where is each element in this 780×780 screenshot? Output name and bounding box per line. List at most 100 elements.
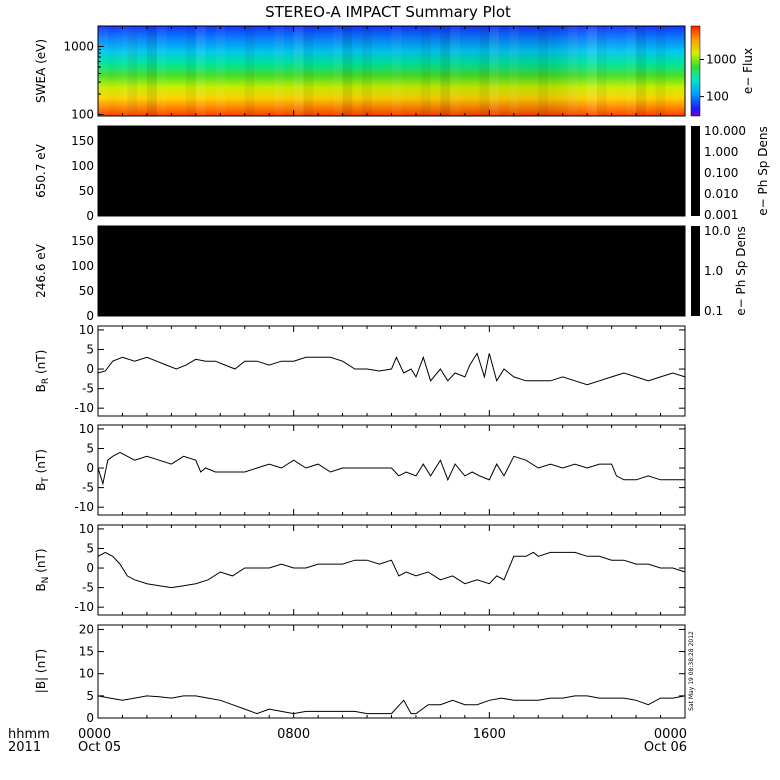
bn-frame xyxy=(97,524,686,616)
pad246-colorbar-label: e− Ph Sp Dens xyxy=(734,226,748,315)
swea-texture-strip xyxy=(626,26,637,116)
bn-panel: -10 -5 0 5 10 BN (nT) xyxy=(34,522,686,616)
y-tick-label: -5 xyxy=(82,481,94,495)
y-tick-label: 50 xyxy=(79,284,94,298)
swea-texture-strip xyxy=(489,26,500,116)
bmag-frame xyxy=(97,624,686,719)
swea-texture-strip xyxy=(420,26,431,116)
y-tick-label: 10 xyxy=(79,323,94,337)
x-tick-time-label: 1600 xyxy=(473,727,506,742)
y-tick-label: 15 xyxy=(79,645,94,659)
bn-ylabel: BN (nT) xyxy=(34,548,51,591)
br-series-line xyxy=(97,352,686,386)
swea-y-ticks: 100 1000 xyxy=(63,26,686,121)
y-tick-label: -5 xyxy=(82,581,94,595)
pad650-y-ticks: 0 50 100 150 xyxy=(71,126,686,223)
y-tick-label: -10 xyxy=(74,500,94,514)
timestamp-stamp: Sat May 19 08:38:28 2012 xyxy=(688,631,695,711)
x-tick-time-label: 0000 xyxy=(78,727,111,742)
y-tick-label: 100 xyxy=(71,159,94,173)
pad246-colorbar xyxy=(691,226,700,316)
pad650-ylabel: 650.7 eV xyxy=(34,143,48,198)
plot-title: STEREO-A IMPACT Summary Plot xyxy=(265,3,511,21)
colorbar-tick-label: 0.001 xyxy=(704,208,738,222)
bmag-ylabel: |B| (nT) xyxy=(34,649,48,693)
swea-texture-strip xyxy=(215,26,226,116)
swea-texture-strip xyxy=(567,26,578,116)
swea-texture-strip xyxy=(303,26,314,116)
y-tick-label: -10 xyxy=(74,401,94,415)
y-tick-label: 10 xyxy=(79,667,94,681)
swea-texture-strip xyxy=(479,26,490,116)
y-tick-label: -10 xyxy=(74,600,94,614)
swea-texture-strip xyxy=(655,26,666,116)
y-tick-label: 10 xyxy=(79,422,94,436)
swea-texture-strip xyxy=(538,26,549,116)
bn-series-line xyxy=(97,551,686,589)
y-tick-label: 50 xyxy=(79,184,94,198)
y-tick-label: 150 xyxy=(71,134,94,148)
y-tick-label: 100 xyxy=(71,259,94,273)
y-tick-label: 20 xyxy=(79,622,94,636)
bmag-panel: 0 5 10 15 20 |B| (nT) Sat May 19 08:38:28 20… xyxy=(34,622,695,725)
bt-ylabel: BT (nT) xyxy=(34,449,51,491)
x-tick-date-label: Oct 05 xyxy=(78,740,121,755)
swea-texture-strip xyxy=(332,26,343,116)
y-tick-label: 5 xyxy=(86,441,94,455)
swea-ylabel: SWEA (eV) xyxy=(34,39,48,103)
swea-shading xyxy=(98,26,685,116)
colorbar-tick-label: 0.100 xyxy=(704,166,738,180)
footer-year: 2011 xyxy=(8,740,41,755)
pad246-spectrogram xyxy=(98,226,685,316)
swea-texture-strip xyxy=(156,26,167,116)
pad650-spectrogram xyxy=(98,126,685,216)
footer-hhmm: hhmm xyxy=(8,727,50,742)
bt-series-line xyxy=(97,451,685,486)
y-tick-label: -5 xyxy=(82,382,94,396)
swea-texture-strip xyxy=(391,26,402,116)
colorbar-tick-label: 0.010 xyxy=(704,187,738,201)
bt-frame xyxy=(97,424,686,516)
swea-texture-strip xyxy=(186,26,196,116)
colorbar-tick-label: 0.1 xyxy=(704,304,723,318)
swea-texture-strip xyxy=(98,26,108,116)
pad650-panel: 0 50 100 150 650.7 eV 10.000 1.000 0.100 0.010… xyxy=(34,124,770,223)
x-tick-time-label: 0000 xyxy=(654,727,687,742)
colorbar-tick-label: 10.0 xyxy=(704,224,731,238)
y-tick-label: 0 xyxy=(86,362,94,376)
swea-texture-strip xyxy=(146,26,157,116)
y-tick-label: 0 xyxy=(86,309,94,323)
bmag-y-ticks: 0 5 10 15 20 xyxy=(79,622,686,725)
swea-texture-strip xyxy=(636,26,646,116)
swea-texture-strip xyxy=(244,26,255,116)
y-tick-label: 10 xyxy=(79,522,94,536)
bt-panel: -10 -5 0 5 10 BT (nT) xyxy=(34,422,686,516)
pad246-ylabel: 246.6 eV xyxy=(34,243,48,298)
br-y-ticks: -10 -5 0 5 10 xyxy=(74,323,686,416)
pad650-colorbar-label: e− Ph Sp Dens xyxy=(756,126,770,215)
swea-texture-strip xyxy=(596,26,607,116)
swea-texture-strip xyxy=(508,26,519,116)
x-tick-time-label: 0800 xyxy=(277,727,310,742)
swea-texture-strip xyxy=(342,26,353,116)
y-tick-label: 1000 xyxy=(63,39,94,53)
swea-panel: 100 1000 SWEA (eV) 100 1000 e− Flux xyxy=(34,25,755,121)
swea-texture-strip xyxy=(587,26,597,116)
br-ylabel: BR (nT) xyxy=(34,350,51,393)
br-frame xyxy=(97,325,686,417)
swea-colorbar xyxy=(690,25,701,117)
y-tick-label: 0 xyxy=(86,561,94,575)
swea-texture-strip xyxy=(293,26,304,116)
swea-texture-strip xyxy=(440,26,451,116)
swea-colorbar-ticks: 100 1000 xyxy=(700,53,737,104)
bt-y-ticks: -10 -5 0 5 10 xyxy=(74,422,686,515)
colorbar-tick-label: 10.000 xyxy=(704,124,746,138)
x-tick-date-label: Oct 06 xyxy=(644,740,687,755)
y-tick-label: 0 xyxy=(86,461,94,475)
y-tick-label: 5 xyxy=(86,342,94,356)
y-tick-label: 5 xyxy=(86,541,94,555)
y-tick-label: 0 xyxy=(86,209,94,223)
colorbar-tick-label: 100 xyxy=(706,90,729,104)
bmag-series-line xyxy=(97,695,686,715)
